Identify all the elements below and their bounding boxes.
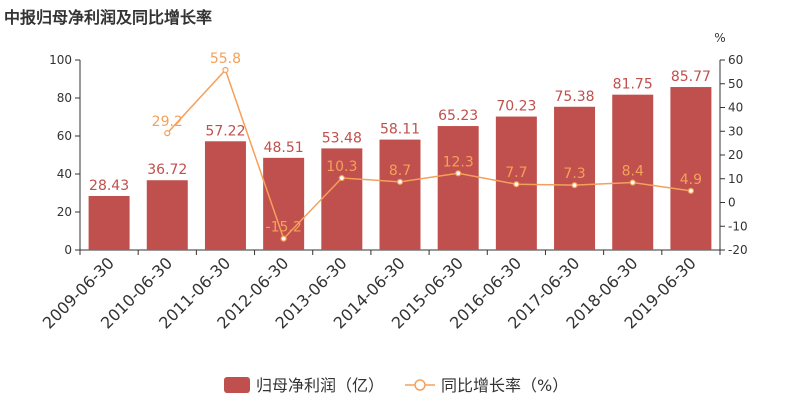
bar-2014-06-30 <box>379 139 421 250</box>
growth-rate-value-label: 55.8 <box>210 51 241 67</box>
growth-rate-value-label: 4.9 <box>680 172 702 188</box>
growth-rate-value-label: -15.2 <box>266 220 302 236</box>
bar-2018-06-30 <box>612 94 654 250</box>
bar-value-label: 48.51 <box>264 140 304 156</box>
growth-rate-point <box>571 182 578 189</box>
right-y-tick-label: -20 <box>728 243 748 257</box>
right-y-tick-label: 50 <box>728 77 743 91</box>
left-y-tick-label: 20 <box>57 205 72 219</box>
bar-2015-06-30 <box>437 126 479 250</box>
growth-rate-value-label: 8.7 <box>389 163 411 179</box>
legend-bar-swatch <box>224 377 250 393</box>
bar-2013-06-30 <box>321 148 363 250</box>
bar-value-label: 70.23 <box>496 99 536 115</box>
left-y-tick-label: 60 <box>57 129 72 143</box>
left-y-tick-label: 100 <box>49 53 72 67</box>
bar-value-label: 65.23 <box>438 108 478 124</box>
right-y-unit-label: % <box>714 31 725 45</box>
bar-2010-06-30 <box>146 180 188 250</box>
growth-rate-value-label: 29.2 <box>152 114 183 130</box>
growth-rate-value-label: 7.3 <box>563 166 585 182</box>
bar-2009-06-30 <box>88 195 130 250</box>
growth-rate-point <box>222 66 229 74</box>
bar-value-label: 28.43 <box>89 178 129 194</box>
growth-rate-value-label: 12.3 <box>443 154 474 170</box>
bar-value-label: 85.77 <box>671 69 711 85</box>
right-y-tick-label: 30 <box>728 124 743 138</box>
right-y-tick-label: 10 <box>728 172 743 186</box>
bar-value-label: 75.38 <box>554 89 594 105</box>
growth-rate-point <box>280 235 287 242</box>
chart-title: 中报归母净利润及同比增长率 <box>4 8 213 27</box>
right-y-tick-label: 0 <box>728 196 736 210</box>
bar-2011-06-30 <box>204 141 246 250</box>
bar-value-label: 58.11 <box>380 122 420 138</box>
growth-rate-point <box>513 181 520 188</box>
bar-2012-06-30 <box>263 157 305 250</box>
left-y-tick-label: 80 <box>57 91 72 105</box>
right-y-tick-label: 60 <box>728 53 743 67</box>
growth-rate-value-label: 7.7 <box>505 165 527 181</box>
legend-line-marker <box>414 379 426 391</box>
growth-rate-value-label: 8.4 <box>622 164 644 180</box>
bar-value-label: 53.48 <box>322 130 362 146</box>
bar-2017-06-30 <box>554 106 596 250</box>
right-y-tick-label: 20 <box>728 148 743 162</box>
growth-rate-point <box>164 130 171 137</box>
growth-rate-line <box>166 68 692 241</box>
growth-rate-point <box>396 178 404 185</box>
growth-rate-point <box>455 170 462 177</box>
growth-rate-point <box>629 179 636 186</box>
growth-rate-point <box>338 174 345 182</box>
bar-value-label: 57.22 <box>205 123 245 139</box>
growth-rate-value-label: 10.3 <box>326 159 357 175</box>
left-y-tick-label: 40 <box>57 167 72 181</box>
legend-bar-label: 归母净利润（亿） <box>256 376 384 395</box>
bar-value-label: 81.75 <box>613 77 653 93</box>
right-y-tick-label: 40 <box>728 101 743 115</box>
growth-rate-point <box>687 187 695 194</box>
bar-2019-06-30 <box>670 87 712 250</box>
right-y-tick-label: -10 <box>728 219 748 233</box>
bar-value-label: 36.72 <box>147 162 187 178</box>
legend-line-label: 同比增长率（%） <box>441 376 568 395</box>
left-y-tick-label: 0 <box>64 243 72 257</box>
